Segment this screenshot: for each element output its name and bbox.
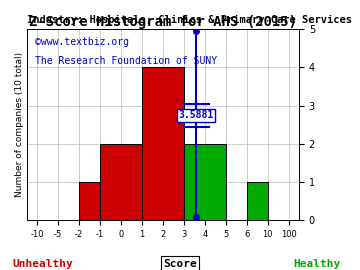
Text: Industry: Hospitals, Clinics & Primary Care Services: Industry: Hospitals, Clinics & Primary C…: [27, 15, 352, 25]
Bar: [184, 144, 226, 220]
Bar: [142, 68, 184, 220]
Text: Healthy: Healthy: [293, 259, 341, 269]
Bar: [247, 182, 267, 220]
Text: ©www.textbiz.org: ©www.textbiz.org: [35, 37, 129, 47]
Bar: [100, 144, 142, 220]
Text: Unhealthy: Unhealthy: [13, 259, 73, 269]
Text: Score: Score: [163, 259, 197, 269]
Text: The Research Foundation of SUNY: The Research Foundation of SUNY: [35, 56, 217, 66]
Bar: [79, 182, 100, 220]
Y-axis label: Number of companies (10 total): Number of companies (10 total): [15, 52, 24, 197]
Text: 3.5881: 3.5881: [179, 110, 214, 120]
Title: Z-Score Histogram for AHS (2015): Z-Score Histogram for AHS (2015): [29, 15, 297, 29]
